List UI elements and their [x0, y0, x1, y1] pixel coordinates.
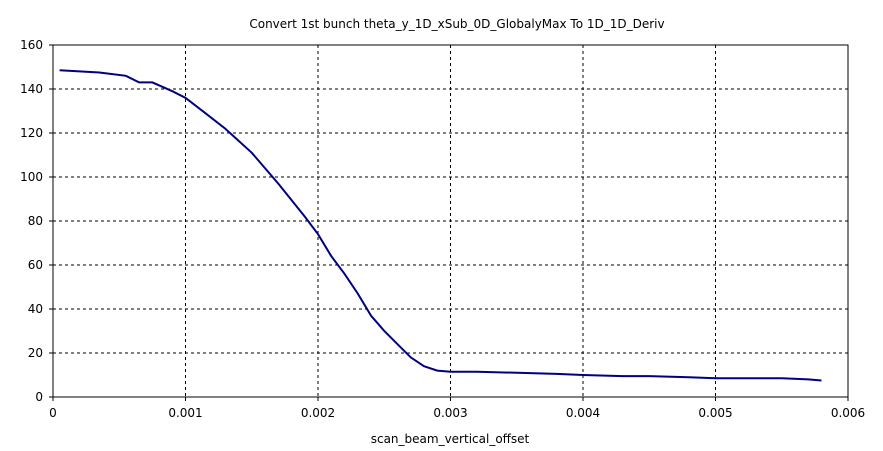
series-line	[59, 69, 822, 382]
y-tick-label: 140	[20, 82, 43, 96]
y-tick-label: 120	[20, 126, 43, 140]
x-axis-label: scan_beam_vertical_offset	[371, 432, 530, 446]
y-tick-label: 60	[28, 258, 43, 272]
x-tick-label: 0.006	[831, 406, 865, 420]
chart-title: Convert 1st bunch theta_y_1D_xSub_0D_Glo…	[249, 17, 664, 31]
y-tick-label: 20	[28, 346, 43, 360]
grid	[53, 45, 848, 397]
x-tick-label: 0.005	[698, 406, 732, 420]
y-tick-label: 80	[28, 214, 43, 228]
y-tick-label: 40	[28, 302, 43, 316]
x-tick-label: 0.003	[433, 406, 467, 420]
x-tick-label: 0.001	[168, 406, 202, 420]
y-tick-label: 0	[35, 390, 43, 404]
x-tick-label: 0	[49, 406, 57, 420]
y-tick-label: 100	[20, 170, 43, 184]
x-tick-label: 0.002	[301, 406, 335, 420]
y-tick-label: 160	[20, 38, 43, 52]
axis-ticks: 0 0.001 0.002 0.003 0.004 0.005 0.006 0 20 40 60 80…	[20, 38, 865, 420]
x-tick-label: 0.004	[566, 406, 600, 420]
